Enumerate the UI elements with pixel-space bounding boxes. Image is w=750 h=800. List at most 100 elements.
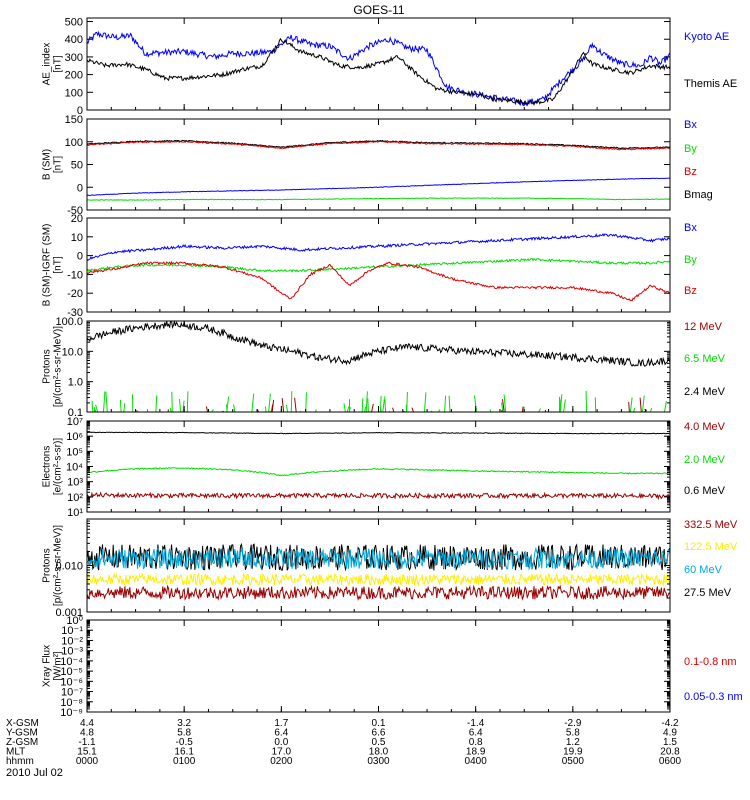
y-tick-label: 100.0 — [55, 316, 83, 328]
x-row-value: 0.1 — [372, 718, 386, 729]
x-row-value: 1.7 — [274, 718, 288, 729]
series-spike — [503, 394, 507, 412]
series-12-mev-spikes — [136, 397, 647, 412]
x-row-value: 17.0 — [272, 747, 292, 758]
series-spike — [186, 391, 189, 412]
x-row-label: hhmm — [6, 756, 34, 767]
y-axis-label: [nT] — [53, 55, 64, 72]
series-spike — [501, 402, 504, 412]
y-axis: 0.001 0.010 — [55, 519, 671, 619]
y-tick-label: 10⁻⁵ — [60, 666, 83, 678]
y-tick-label: -50 — [67, 205, 83, 217]
series-spike — [628, 402, 630, 412]
series-spike — [95, 404, 99, 412]
x-row-label: Y-GSM — [6, 728, 38, 739]
panel-1-data — [87, 30, 670, 107]
series-spike — [364, 406, 367, 412]
series-spike — [502, 399, 505, 412]
series-spike — [155, 395, 158, 412]
series-spike — [639, 397, 642, 412]
series-332-5-mev-line — [87, 584, 670, 602]
series-spike — [642, 395, 645, 412]
y-tick-label: 500 — [65, 17, 83, 29]
series-spike — [169, 407, 172, 412]
panel-2: -50 0 50 100 150 B (SM) [nT] Bx By Bz Bmag — [42, 114, 713, 217]
legend-entry: 0.6 MeV — [684, 485, 726, 497]
series-2-0-mev-line — [87, 467, 670, 477]
y-tick-label: 10⁰ — [66, 615, 83, 627]
legend: Bx By Bz Bmag — [684, 119, 713, 201]
panel-5-data — [87, 431, 670, 501]
series-by-line — [87, 197, 670, 201]
series-spike — [268, 393, 271, 412]
y-tick-label: -30 — [67, 307, 83, 319]
series-spike — [629, 397, 633, 412]
series-spike — [123, 403, 126, 412]
x-row-value: 6.6 — [372, 728, 386, 739]
legend-entry: 0.05-0.3 nm — [684, 691, 743, 703]
x-row-label: Z-GSM — [6, 737, 38, 748]
y-axis-label: Xray Flux — [42, 645, 53, 687]
series-spike — [649, 408, 653, 412]
legend-entry: Bx — [684, 222, 697, 234]
y-tick-label: 10 — [71, 232, 83, 244]
legend: Kyoto AE Themis AE — [684, 31, 737, 90]
legend-entry: By — [684, 143, 697, 155]
x-row-value: 0100 — [173, 756, 196, 767]
y-tick-label: 10⁶ — [66, 431, 83, 443]
y-tick-label: 100 — [65, 137, 83, 149]
y-tick-label: 0.010 — [55, 561, 83, 573]
date-label: 2010 Jul 02 — [6, 767, 63, 779]
y-tick-label: 10⁻¹ — [61, 625, 83, 637]
panel-4: 0.1 1.0 10.0 100.0 Protons [p/(cm²-s-sr-MeV)]… — [42, 316, 726, 419]
x-row-value: 6.4 — [274, 728, 288, 739]
x-row-value: 4.8 — [80, 728, 94, 739]
series-6-5-mev-spikes — [91, 390, 667, 412]
x-row-value: 0.0 — [274, 737, 288, 748]
legend-entry: Kyoto AE — [684, 31, 729, 43]
y-tick-label: 10⁻³ — [61, 646, 83, 658]
legend-entry: 2.4 MeV — [684, 386, 726, 398]
y-tick-label: 300 — [65, 52, 83, 64]
y-tick-label: 10² — [67, 492, 83, 504]
series-spike — [179, 398, 182, 412]
series-bz-line — [87, 140, 670, 151]
legend-entry: 6.5 MeV — [684, 353, 726, 365]
y-axis-label: [nT] — [53, 256, 64, 273]
x-row-value: 4.9 — [663, 728, 677, 739]
y-axis-label: Protons — [42, 548, 53, 582]
series-spike — [290, 391, 293, 412]
panel-frame — [86, 320, 671, 413]
panel-6-data — [87, 542, 670, 602]
panel-1: 0 100 200 300 400 500 AE_index [nT] Kyoto AE Them… — [42, 17, 738, 118]
series-2-4-mev-line — [87, 321, 670, 367]
y-axis: 0.1 1.0 10.0 100.0 — [55, 316, 671, 419]
y-tick-label: 20 — [71, 213, 83, 225]
series-bmag-line — [87, 139, 670, 150]
series-spike — [233, 404, 236, 412]
y-tick-label: 0.1 — [68, 407, 83, 419]
series-bx-line — [87, 233, 670, 262]
y-tick-label: 10⁻⁹ — [60, 707, 83, 719]
series-spike — [361, 398, 364, 412]
x-row-value: 1.5 — [663, 737, 677, 748]
series-spike — [271, 399, 275, 412]
x-row-label: MLT — [6, 747, 25, 758]
series-spike — [264, 406, 267, 412]
series-themis-ae-line — [87, 37, 670, 107]
series-spike — [305, 392, 307, 412]
legend: 0.1-0.8 nm 0.05-0.3 nm — [684, 656, 743, 703]
legend-entry: 60 MeV — [684, 564, 723, 576]
series-bz-line — [87, 260, 670, 302]
series-spike — [424, 392, 427, 412]
series-spike — [251, 393, 255, 412]
series-spike — [182, 400, 185, 412]
series-spike — [521, 406, 524, 412]
y-tick-label: 10¹ — [67, 507, 83, 519]
series-by-line — [87, 257, 670, 273]
series-spike — [91, 400, 94, 412]
y-tick-label: 0.001 — [55, 607, 83, 619]
legend-entry: Bz — [684, 285, 697, 297]
x-row-value: 0600 — [659, 756, 682, 767]
x-row-value: 5.8 — [177, 728, 191, 739]
